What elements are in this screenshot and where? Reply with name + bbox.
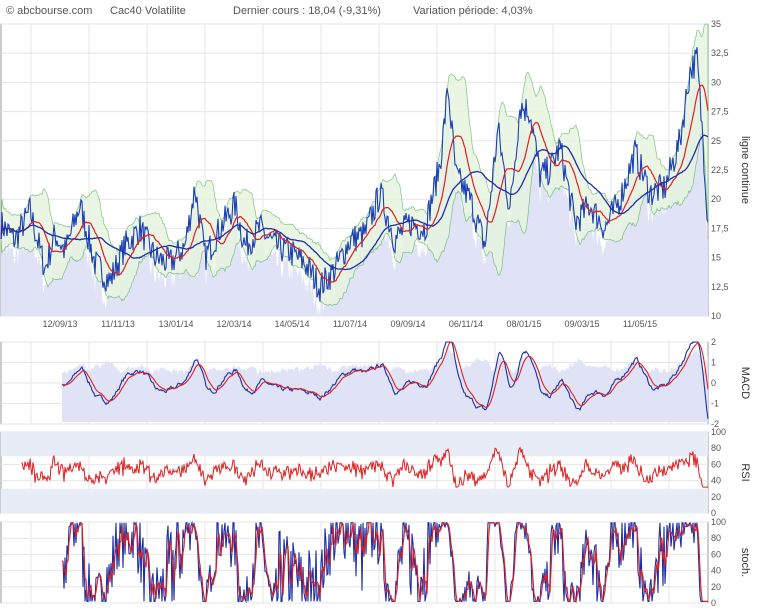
- x-tick-label: 09/03/15: [564, 319, 599, 329]
- y-tick-label: -2: [711, 419, 719, 429]
- panel-macd: 2 1 0 -1 -2 MACD: [0, 337, 751, 429]
- y-tick-label: 40: [711, 476, 721, 486]
- y-tick-label: 15: [711, 253, 721, 263]
- y-tick-label: 22,5: [711, 165, 729, 175]
- y-tick-label: 80: [711, 443, 721, 453]
- x-tick-label: 09/09/14: [390, 319, 425, 329]
- y-tick-label: 20: [711, 492, 721, 502]
- y-tick-label: 25: [711, 136, 721, 146]
- y-tick-label: 40: [711, 566, 721, 576]
- y-tick-label: 30: [711, 77, 721, 87]
- ma-short-line: [0, 84, 709, 284]
- site-credit: © abcbourse.com: [6, 5, 93, 17]
- y-tick-label: 0: [711, 598, 716, 608]
- x-tick-label: 14/05/14: [274, 319, 309, 329]
- y-tick-label: 60: [711, 459, 721, 469]
- y-tick-label: 0: [711, 508, 716, 518]
- y-tick-label: 27,5: [711, 107, 729, 117]
- y-tick-label: 80: [711, 533, 721, 543]
- panel-label: stoch.: [739, 548, 751, 577]
- x-tick-label: 13/01/14: [158, 319, 193, 329]
- y-tick-label: 100: [711, 427, 726, 437]
- macd-signal-line: [61, 341, 709, 408]
- y-tick-label: 100: [711, 517, 726, 527]
- chart-header: © abcbourse.com Cac40 Volatilite Dernier…: [0, 0, 760, 22]
- y-tick-label: 12,5: [711, 282, 729, 292]
- x-tick-label: 11/07/14: [333, 319, 367, 329]
- y-tick-label: 32,5: [711, 48, 729, 58]
- instrument-name: Cac40 Volatilite: [110, 5, 186, 17]
- y-tick-label: 20: [711, 194, 721, 204]
- rsi-line: [21, 446, 708, 488]
- last-price: Dernier cours : 18,04 (-9,31%): [233, 5, 381, 17]
- stoch-d-line: [61, 521, 708, 604]
- rsi-overbought-zone: [1, 432, 708, 457]
- x-tick-label: 12/09/13: [42, 319, 77, 329]
- y-tick-label: 10: [711, 311, 721, 321]
- y-tick-label: 2: [711, 337, 716, 347]
- x-tick-label: 11/05/15: [623, 319, 657, 329]
- y-tick-label: 17,5: [711, 223, 729, 233]
- panel-stoch: 100 80 60 40 20 0 stoch.: [0, 517, 751, 608]
- price-line: [0, 47, 709, 302]
- y-tick-label: 1: [711, 358, 716, 368]
- y-tick-label: 20: [711, 582, 721, 592]
- y-tick-label: -1: [711, 399, 719, 409]
- period-variation: Variation période: 4,03%: [413, 5, 533, 17]
- x-tick-label: 11/11/13: [101, 319, 135, 329]
- x-tick-label: 08/01/15: [506, 319, 541, 329]
- y-tick-label: 60: [711, 549, 721, 559]
- volume-area: [1, 64, 708, 319]
- panel-rsi: 100 80 60 40 20 0 RSI: [0, 427, 751, 518]
- macd-histogram: [62, 346, 708, 422]
- panel-label: ligne continue: [739, 136, 751, 204]
- y-tick-label: 0: [711, 378, 716, 388]
- bollinger-band: [0, 23, 709, 307]
- panel-price: 35 32,5 30 27,5 25 22,5 20 17,5 15 12,5 10 ligne co…: [0, 19, 751, 329]
- rsi-oversold-zone: [1, 488, 708, 513]
- stoch-k-line: [61, 520, 708, 604]
- ma-long-line: [0, 134, 709, 271]
- x-tick-label: 06/11/14: [449, 319, 483, 329]
- y-tick-label: 35: [711, 19, 721, 29]
- x-tick-label: 12/03/14: [216, 319, 251, 329]
- panel-label: MACD: [739, 367, 751, 399]
- panel-label: RSI: [739, 463, 751, 481]
